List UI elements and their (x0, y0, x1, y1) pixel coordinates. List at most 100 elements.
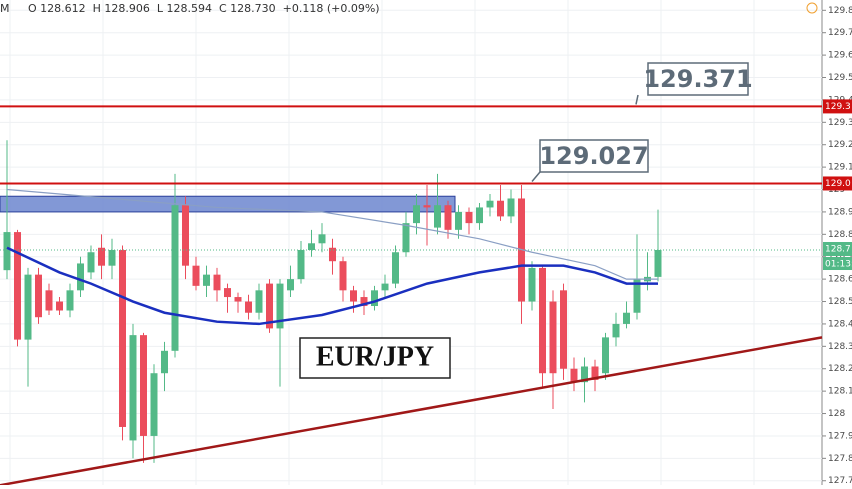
candle-body (539, 267, 546, 374)
y-tick-label: 127.7 (828, 476, 852, 485)
candle-body (465, 211, 473, 224)
y-tick-label: 129.1 (828, 163, 852, 173)
candle-body (192, 265, 200, 286)
price-tag (823, 242, 852, 257)
candle-body (213, 274, 221, 291)
y-tick-label: 127.8 (828, 454, 852, 464)
price-tag (823, 176, 852, 191)
candle-body (507, 198, 515, 217)
candle-body (150, 373, 158, 436)
y-tick-label: 129.3 (828, 118, 852, 128)
candle-body (161, 350, 168, 374)
alert-icon (806, 2, 818, 14)
y-tick-label: 128.5 (828, 297, 852, 307)
candle-body (381, 283, 389, 291)
candle-body (129, 335, 137, 441)
y-tick-label: 128.4 (828, 319, 852, 329)
candle-body (87, 252, 95, 273)
candle-body (413, 205, 420, 224)
candle-body (402, 223, 410, 253)
candle-body (497, 200, 504, 217)
candle-body (549, 301, 557, 374)
y-tick-label: 129.2 (828, 140, 852, 150)
candle-body (581, 366, 588, 383)
candle-body (171, 205, 179, 351)
y-tick-label: 128.6 (828, 275, 852, 285)
callout-box (647, 62, 749, 96)
y-tick-label: 129.5 (828, 73, 852, 83)
y-tick-label: 128.9 (828, 207, 852, 217)
plot: 129.371 129.027 EUR/JPY (0, 62, 823, 487)
candle-body (119, 250, 126, 427)
candle-body (276, 283, 284, 329)
candle-body (108, 250, 116, 266)
moving-average (6, 188, 658, 280)
y-tick-label: 128.2 (828, 364, 852, 374)
zone (0, 195, 456, 213)
candle-body (56, 301, 63, 311)
timer-label: 01:13: (825, 260, 852, 270)
ohlc-header: O 128.612 H 128.906 L 128.594 C 128.730 … (28, 2, 380, 15)
callout-label: 129.027 (539, 142, 648, 170)
price-tag-label: 129.3 (825, 102, 851, 112)
candle-body (360, 297, 368, 307)
moving-average (6, 246, 658, 326)
candle-body (654, 250, 662, 277)
candle-body (350, 290, 357, 302)
callout-pointer (635, 94, 639, 105)
candle-body (266, 283, 273, 329)
candle-body (486, 200, 494, 208)
candle-body (560, 290, 567, 369)
callout-box (539, 139, 649, 173)
candle-body (3, 232, 11, 271)
candle-body (77, 263, 84, 291)
candle-body (591, 366, 599, 380)
candle-body (140, 335, 147, 436)
candle-body (14, 232, 21, 340)
candle-body (633, 279, 641, 313)
timer-tag (823, 257, 852, 271)
candle-body (245, 301, 252, 313)
candle-body (528, 267, 536, 302)
y-tick-label: 128.1 (828, 387, 852, 397)
candle-body (45, 290, 53, 311)
candle-body (24, 274, 32, 340)
candle-body (434, 205, 441, 228)
candle-body (287, 279, 294, 291)
y-tick-label: 128 (828, 409, 845, 419)
candle-body (623, 312, 630, 324)
candle-body (371, 290, 378, 307)
y-tick-label: 128.8 (828, 230, 852, 240)
candle-body (98, 247, 105, 266)
price-axis: 127.7 127.8 127.9 128 128.1 128.2 128.3 128.4 12… (822, 6, 852, 486)
candle-body (423, 205, 431, 208)
candle-body (612, 323, 620, 338)
y-tick-label: 129.6 (828, 51, 852, 61)
y-tick-label: 127.9 (828, 431, 852, 441)
candle-body (182, 205, 189, 266)
candle-body (66, 290, 74, 311)
callout-pointer (531, 171, 541, 182)
candle-body (318, 234, 326, 244)
pair-box (299, 337, 451, 379)
pair-label: EUR/JPY (316, 341, 434, 372)
candle-body (455, 211, 462, 230)
last-price-tag: 128.7 (825, 245, 851, 255)
candle-body (444, 205, 452, 230)
candle-body (255, 290, 263, 313)
candle-body (35, 274, 42, 318)
candle-body (329, 247, 336, 262)
candle-body (602, 337, 609, 374)
candle-body (203, 274, 210, 286)
price-tag-label: 129.0 (825, 179, 851, 189)
candle-body (234, 297, 242, 302)
y-tick-label: 129.8 (828, 6, 852, 16)
candle-body (308, 243, 315, 251)
y-tick-label: 129.7 (828, 28, 852, 38)
candle-body (224, 288, 231, 298)
price-tag (823, 99, 852, 114)
trendline (0, 336, 823, 487)
candle-body (476, 207, 483, 224)
candle-body (392, 252, 399, 284)
